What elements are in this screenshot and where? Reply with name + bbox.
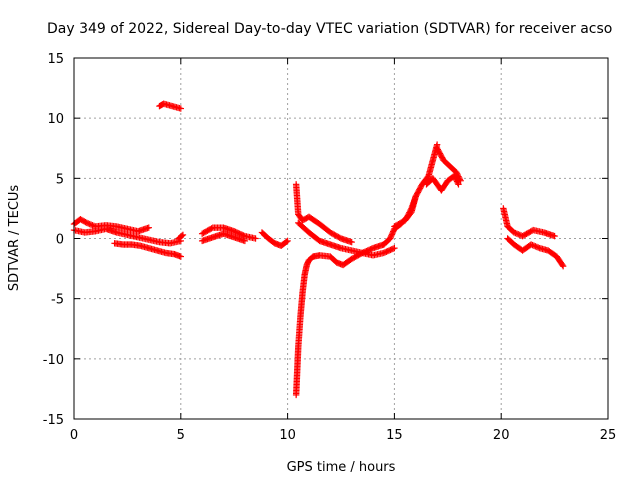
data-point: [89, 222, 96, 229]
data-points: [70, 100, 567, 399]
data-point: [177, 105, 184, 112]
data-point: [455, 181, 462, 188]
data-point: [283, 238, 290, 245]
data-point: [177, 253, 184, 260]
data-point: [241, 237, 249, 245]
data-point: [388, 232, 395, 239]
y-tick-label: 15: [47, 52, 64, 67]
data-point: [208, 225, 215, 232]
y-tick-label: 5: [56, 172, 64, 187]
data-point: [515, 231, 522, 238]
data-point: [451, 172, 458, 180]
y-tick-label: -5: [51, 293, 64, 308]
x-tick-label: 25: [600, 428, 617, 443]
y-tick-label: -15: [43, 413, 64, 428]
data-point: [559, 261, 566, 269]
y-tick-label: 0: [56, 233, 64, 248]
data-point: [453, 176, 460, 184]
y-tick-label: 10: [47, 112, 64, 127]
y-axis-label: SDTVAR / TECUs: [7, 185, 22, 292]
data-point: [178, 232, 186, 239]
x-tick-label: 0: [70, 428, 78, 443]
data-point: [454, 179, 461, 187]
chart-title: Day 349 of 2022, Sidereal Day-to-day VTE…: [47, 21, 612, 37]
data-point: [386, 235, 394, 242]
data-point: [85, 220, 92, 227]
data-point: [551, 232, 558, 240]
x-tick-label: 10: [279, 428, 296, 443]
data-point: [83, 219, 91, 227]
data-point: [530, 242, 538, 249]
data-point: [389, 229, 396, 237]
data-point: [387, 233, 394, 241]
axis-ticks: 0 5 10 15 20 25 15 10 5 0 -5 -10 -15: [43, 52, 617, 443]
data-point: [87, 221, 95, 228]
data-point: [391, 244, 398, 252]
data-point: [535, 244, 542, 251]
data-point: [453, 178, 461, 185]
data-point: [559, 262, 567, 270]
x-axis-label: GPS time / hours: [287, 460, 396, 475]
data-point: [86, 220, 93, 228]
data-point: [512, 229, 519, 237]
data-point: [527, 241, 535, 248]
data-point: [145, 224, 152, 231]
data-point: [453, 169, 460, 176]
data-point: [252, 235, 259, 242]
data-point: [532, 243, 539, 250]
data-point: [388, 231, 396, 238]
data-point: [389, 228, 397, 235]
data-point: [513, 230, 521, 237]
data-point: [452, 175, 459, 182]
data-point: [529, 241, 536, 249]
data-point: [533, 243, 540, 251]
x-tick-label: 15: [386, 428, 403, 443]
data-point: [451, 174, 459, 181]
data-point: [510, 229, 518, 236]
data-point: [284, 237, 291, 245]
y-tick-label: -10: [43, 353, 64, 368]
x-tick-label: 5: [177, 428, 185, 443]
data-point: [389, 245, 397, 252]
data-point: [348, 238, 355, 246]
data-point: [179, 231, 187, 239]
x-tick-label: 20: [493, 428, 510, 443]
